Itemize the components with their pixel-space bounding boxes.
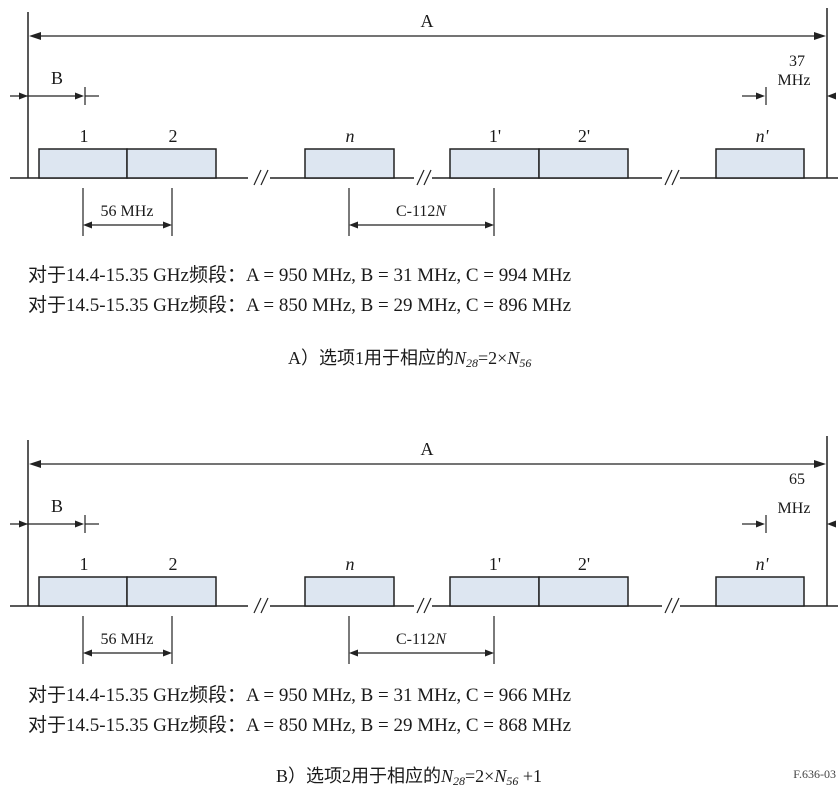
channel-label-n: n (346, 126, 355, 146)
channel-label-n: n (346, 554, 355, 574)
band-note-1: 对于14.4-15.35 GHz频段：A = 950 MHz, B = 31 M… (28, 684, 571, 706)
offset-label-b: B (51, 496, 63, 516)
span-label-a: A (421, 11, 434, 31)
guard-band-value: 65 (789, 471, 805, 488)
channel-label-1: 1 (80, 554, 89, 574)
channel-label-n-prime: n' (756, 126, 770, 146)
c-spacing-label: C-112N (396, 631, 447, 648)
panel-option-2: A B 65 MHz 1 2 n 1' 2' n' 56 MHz C-112N … (9, 435, 838, 788)
channel-label-1: 1 (80, 126, 89, 146)
guard-band-value: 37 (789, 53, 805, 70)
band-note-1: 对于14.4-15.35 GHz频段：A = 950 MHz, B = 31 M… (28, 264, 571, 286)
panel-2-geometry (9, 435, 838, 665)
figure-id: F.636-03 (793, 767, 836, 781)
channel-label-2-prime: 2' (578, 554, 590, 574)
guard-band-unit: MHz (778, 72, 811, 89)
channel-label-2: 2 (169, 554, 178, 574)
channel-label-2-prime: 2' (578, 126, 590, 146)
span-label-a: A (421, 439, 434, 459)
channel-label-2: 2 (169, 126, 178, 146)
spacing-label-56mhz: 56 MHz (101, 203, 154, 220)
caption-option-2: B）选项2用于相应的N28=2×N56 +1 (276, 766, 542, 788)
channel-label-n-prime: n' (756, 554, 770, 574)
panel-1-geometry (9, 7, 838, 237)
c-spacing-label: C-112N (396, 203, 447, 220)
panel-option-1: A B 37 MHz 1 2 n 1' 2' n' 56 MHz C-112N … (9, 7, 838, 370)
guard-band-unit: MHz (778, 500, 811, 517)
spacing-label-56mhz: 56 MHz (101, 631, 154, 648)
band-note-2: 对于14.5-15.35 GHz频段：A = 850 MHz, B = 29 M… (28, 294, 571, 316)
caption-option-1: A）选项1用于相应的N28=2×N56 (288, 348, 531, 370)
band-note-2: 对于14.5-15.35 GHz频段：A = 850 MHz, B = 29 M… (28, 714, 571, 736)
channel-label-1-prime: 1' (489, 126, 501, 146)
offset-label-b: B (51, 68, 63, 88)
channel-label-1-prime: 1' (489, 554, 501, 574)
